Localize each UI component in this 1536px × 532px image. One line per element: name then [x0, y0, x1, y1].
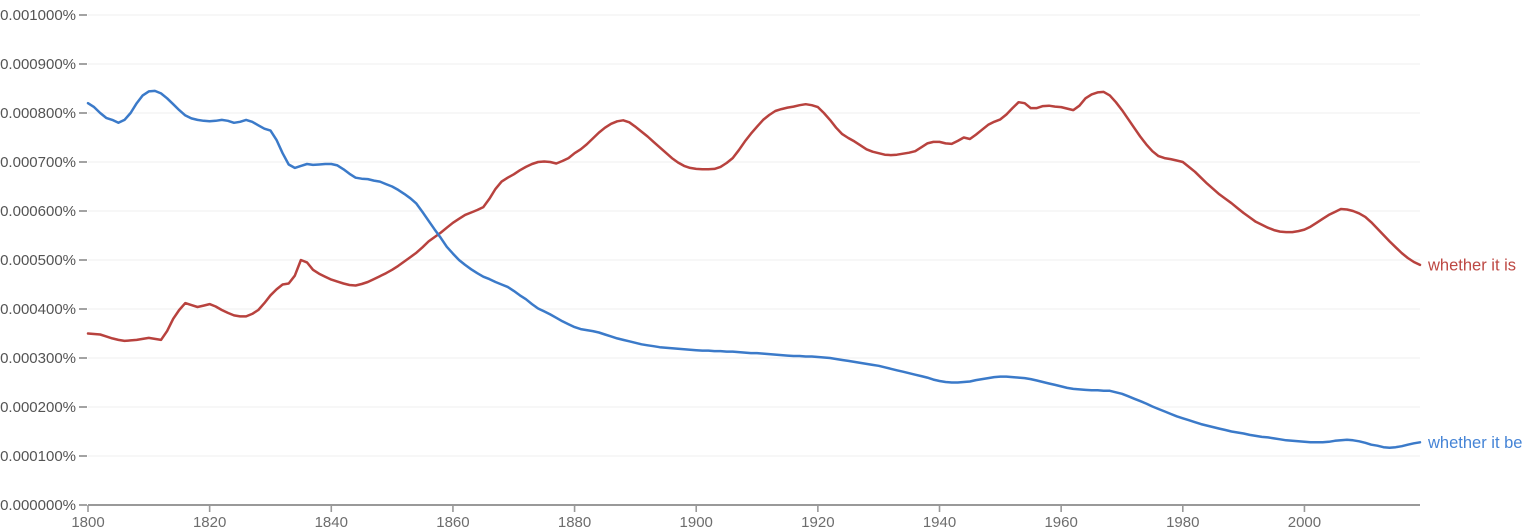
- y-axis: 0.001000% 0.000900% 0.000800% 0.000700% 0.00…: [0, 7, 87, 514]
- y-axis-label: 0.001000%: [0, 7, 76, 24]
- y-axis-label: 0.000700%: [0, 154, 76, 171]
- x-axis-label: 1900: [680, 514, 713, 531]
- series-label-whether-it-is[interactable]: whether it is: [1427, 256, 1516, 274]
- y-gridlines: [88, 14, 1420, 457]
- x-axis-label: 1880: [558, 514, 591, 531]
- x-axis-label: 1860: [436, 514, 469, 531]
- x-axis-label: 1920: [801, 514, 834, 531]
- y-axis-label: 0.000000%: [0, 497, 76, 514]
- x-axis-label: 1960: [1044, 514, 1077, 531]
- y-axis-label: 0.000100%: [0, 448, 76, 465]
- series-line-whether-it-be[interactable]: [86, 89, 1422, 449]
- y-axis-label: 0.000200%: [0, 399, 76, 416]
- y-axis-label: 0.000500%: [0, 252, 76, 269]
- x-axis-label: 1800: [71, 514, 104, 531]
- y-axis-label: 0.000600%: [0, 203, 76, 220]
- y-axis-label: 0.000400%: [0, 301, 76, 318]
- y-axis-label: 0.000800%: [0, 105, 76, 122]
- x-axis-label: 1840: [315, 514, 348, 531]
- series-label-whether-it-be[interactable]: whether it be: [1427, 434, 1522, 452]
- x-axis-label: 1980: [1166, 514, 1199, 531]
- x-axis-label: 1940: [923, 514, 956, 531]
- x-axis-label: 1820: [193, 514, 226, 531]
- x-axis: 1800 1820 1840 1860 1880 1900 1920 1940 1960 1980…: [71, 504, 1420, 531]
- series-line-whether-it-is[interactable]: [86, 90, 1422, 343]
- x-axis-label: 2000: [1288, 514, 1321, 531]
- y-axis-label: 0.000900%: [0, 56, 76, 73]
- y-axis-label: 0.000300%: [0, 350, 76, 367]
